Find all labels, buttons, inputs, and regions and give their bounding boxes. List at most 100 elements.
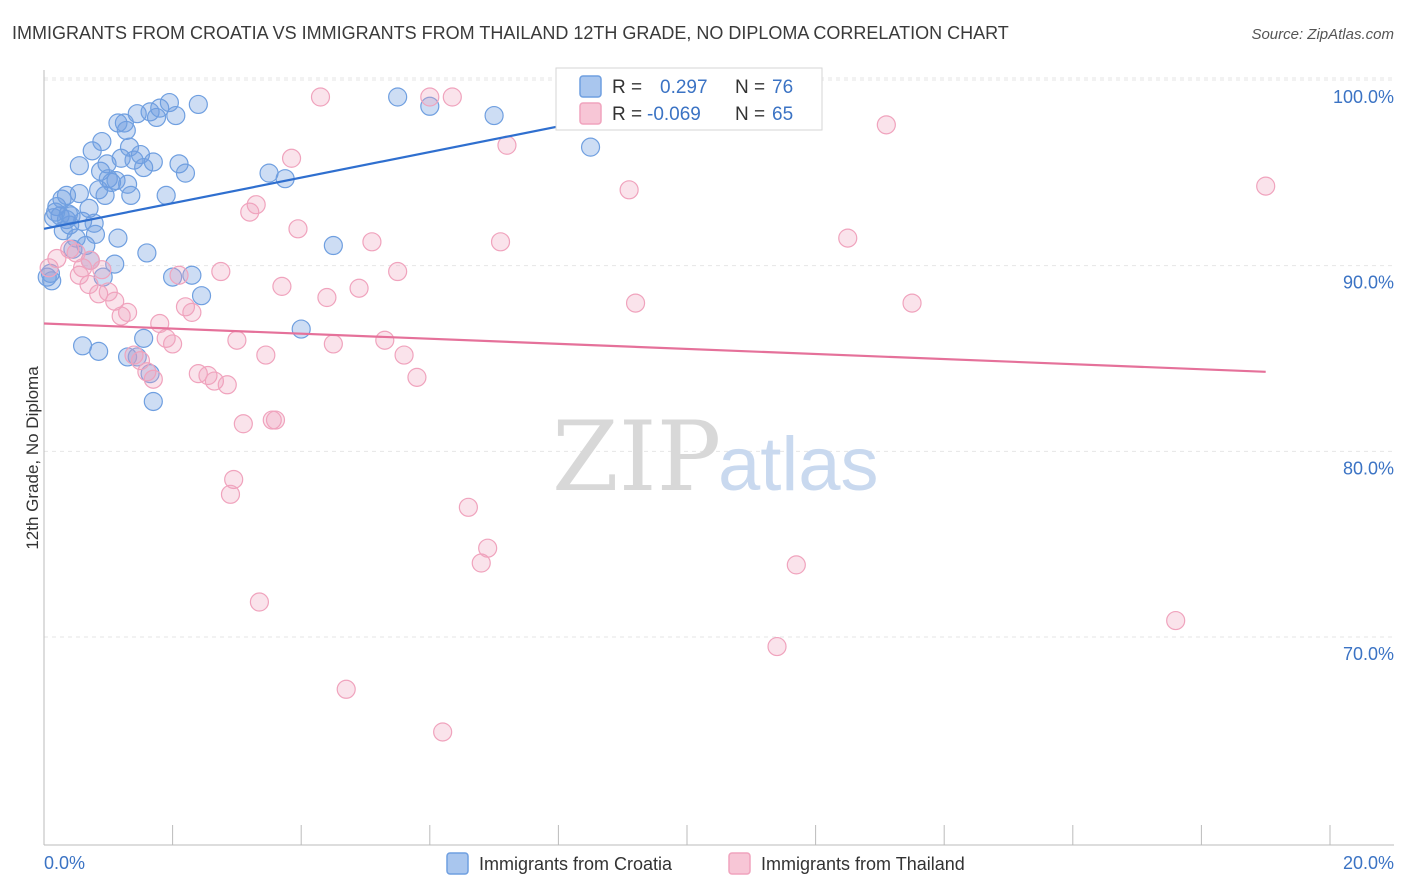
point-thailand (375, 330, 395, 350)
point-thailand (317, 287, 337, 308)
point-thailand (458, 497, 478, 517)
point-croatia (156, 185, 176, 206)
point-croatia (61, 206, 81, 226)
point-thailand (204, 371, 224, 391)
legend-n-value-thailand: 65 (772, 104, 793, 125)
point-thailand (490, 232, 511, 252)
point-thailand (233, 414, 253, 434)
point-thailand (217, 375, 237, 395)
point-thailand (625, 293, 646, 313)
point-croatia (45, 202, 66, 222)
point-croatia (150, 98, 170, 118)
point-croatia (143, 152, 163, 172)
watermark-atlas: atlas (718, 422, 879, 507)
point-croatia (66, 228, 86, 248)
scatter-points (37, 87, 1276, 742)
x-tick-label: 0.0% (44, 853, 85, 873)
point-thailand (169, 265, 189, 285)
point-thailand (182, 302, 202, 322)
point-thailand (288, 219, 308, 239)
point-thailand (336, 679, 356, 699)
point-thailand (117, 302, 138, 322)
legend-n-value-croatia: 76 (772, 77, 793, 98)
point-croatia (121, 185, 141, 206)
point-croatia (79, 198, 99, 218)
point-thailand (362, 232, 382, 252)
point-croatia (188, 94, 208, 115)
x-tick-labels: 0.0% 20.0% (44, 853, 1394, 873)
point-croatia (69, 156, 89, 176)
axes (43, 70, 1394, 846)
y-tick-label: 70.0% (1343, 644, 1394, 664)
point-thailand (92, 260, 112, 280)
point-croatia (117, 347, 138, 367)
point-thailand (394, 345, 414, 365)
point-thailand (281, 148, 302, 168)
point-croatia (106, 170, 126, 191)
watermark-zip: ZIP (552, 401, 721, 513)
point-thailand (130, 351, 151, 371)
trend-lines (43, 95, 1266, 373)
point-thailand (478, 538, 498, 558)
point-croatia (108, 113, 128, 133)
point-thailand (265, 410, 286, 430)
y-tick-labels: 100.0% 90.0% 80.0% 70.0% (1333, 87, 1394, 664)
point-thailand (211, 261, 231, 282)
point-croatia (137, 243, 157, 263)
point-thailand (310, 87, 331, 107)
point-thailand (442, 87, 462, 107)
point-croatia (56, 185, 77, 206)
point-thailand (1256, 176, 1276, 196)
point-croatia (117, 174, 138, 194)
bottom-legend-label-croatia: Immigrants from Croatia (479, 854, 673, 874)
point-croatia (89, 341, 109, 361)
point-thailand (433, 722, 453, 742)
point-thailand (240, 202, 260, 222)
legend-n-label-thailand: N = (735, 104, 765, 125)
legend-r-label-thailand: R = (612, 104, 642, 125)
point-croatia (166, 105, 186, 126)
trend-line-thailand (43, 322, 1266, 373)
point-croatia (388, 87, 408, 107)
point-croatia (134, 328, 154, 348)
point-thailand (47, 248, 67, 269)
point-thailand (143, 369, 163, 389)
point-croatia (484, 105, 504, 126)
point-thailand (902, 293, 922, 313)
point-thailand (786, 555, 806, 575)
point-croatia (92, 131, 112, 152)
point-croatia (76, 235, 96, 256)
point-thailand (89, 284, 109, 304)
point-thailand (420, 87, 440, 107)
point-thailand (1166, 610, 1186, 631)
y-axis-label: 12th Grade, No Diploma (23, 366, 42, 550)
point-thailand (407, 367, 427, 387)
point-thailand (227, 330, 247, 350)
point-croatia (291, 319, 311, 339)
point-croatia (98, 169, 118, 189)
point-thailand (272, 276, 292, 296)
x-tick-label: 20.0% (1343, 853, 1394, 873)
point-thailand (256, 345, 276, 365)
point-croatia (127, 347, 147, 367)
point-croatia (163, 267, 183, 287)
bottom-legend-swatch-croatia (446, 852, 469, 875)
y-tick-label: 100.0% (1333, 87, 1394, 107)
point-thailand (220, 484, 241, 504)
legend-n-label-croatia: N = (735, 77, 765, 98)
point-thailand (163, 334, 183, 354)
point-croatia (114, 113, 134, 133)
point-thailand (98, 282, 118, 302)
point-thailand (838, 228, 858, 248)
point-thailand (388, 261, 408, 282)
point-croatia (72, 336, 93, 356)
bottom-legend-label-thailand: Immigrants from Thailand (761, 854, 965, 874)
point-croatia (175, 163, 196, 183)
point-croatia (134, 157, 154, 178)
point-croatia (323, 235, 343, 256)
point-croatia (97, 154, 117, 174)
point-thailand (323, 334, 343, 354)
point-thailand (246, 195, 266, 215)
gridlines (44, 77, 1394, 638)
